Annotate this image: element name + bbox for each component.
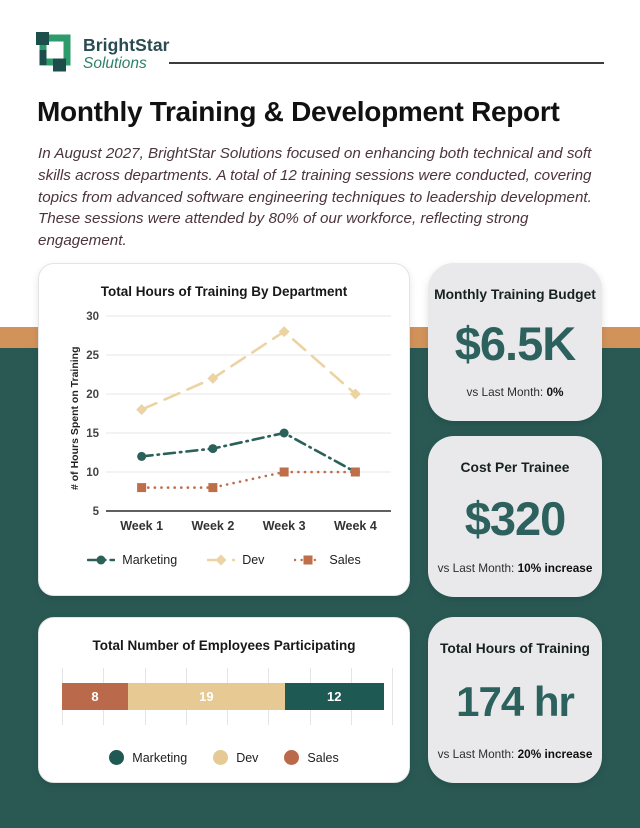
kpi-subtext: vs Last Month: 0%: [466, 385, 563, 399]
svg-text:Week 3: Week 3: [263, 519, 306, 533]
line-chart-area: # of Hours Spent on Training 5 10 15 20 25 30…: [39, 308, 411, 546]
svg-text:10: 10: [86, 467, 99, 479]
kpi-sub-prefix: vs Last Month:: [437, 561, 518, 575]
line-chart-legend: Marketing Dev Sales: [39, 553, 409, 567]
kpi-card-cost-per-trainee: Cost Per Trainee $320 vs Last Month: 10%…: [428, 436, 602, 597]
kpi-sub-bold: 0%: [546, 385, 564, 399]
legend-dot-icon: [213, 750, 229, 765]
kpi-title: Monthly Training Budget: [434, 287, 596, 302]
legend-item-sales: Sales: [284, 750, 339, 765]
kpi-sub-prefix: vs Last Month:: [437, 747, 518, 761]
line-chart-svg: 5 10 15 20 25 30 Week 1 Week 2 Week 3 Week 4: [86, 311, 391, 533]
legend-item-marketing: Marketing: [109, 750, 187, 765]
kpi-value: $320: [464, 491, 567, 545]
page-title: Monthly Training & Development Report: [37, 96, 560, 127]
intro-line: topics from advanced software engineerin…: [38, 188, 592, 206]
stacked-bar: 8 19 12: [62, 683, 384, 710]
bar-chart-title: Total Number of Employees Participating: [92, 638, 356, 653]
svg-text:20: 20: [86, 389, 99, 401]
kpi-card-total-hours: Total Hours of Training 174 hr vs Last M…: [428, 617, 602, 783]
bar-chart-legend: Marketing Dev Sales: [39, 750, 409, 765]
legend-label: Sales: [307, 750, 339, 765]
legend-marker-icon: [207, 554, 236, 566]
intro-line: In August 2027, BrightStar Solutions foc…: [38, 145, 592, 162]
bar-chart-card: Total Number of Employees Participating …: [38, 617, 410, 783]
y-axis-label: # of Hours Spent on Training: [69, 346, 81, 490]
brand-subname: Solutions: [83, 55, 147, 72]
legend-item-sales: Sales: [294, 553, 361, 567]
brightstar-logo-icon: [36, 32, 71, 72]
bar-segment-marketing: 12: [284, 683, 384, 710]
legend-marker-icon: [294, 555, 323, 565]
svg-text:25: 25: [86, 350, 99, 362]
brand-name: BrightStar: [83, 35, 170, 55]
svg-text:Week 2: Week 2: [191, 519, 234, 533]
stacked-bar-plot: 8 19 12: [62, 668, 393, 725]
legend-item-dev: Dev: [207, 553, 264, 567]
svg-text:30: 30: [86, 311, 99, 323]
bar-segment-sales: 8: [62, 683, 128, 710]
brand-logo-block: BrightStar Solutions: [36, 32, 170, 73]
line-chart-title: Total Hours of Training By Department: [100, 284, 348, 299]
legend-label: Marketing: [132, 750, 188, 765]
legend-label: Sales: [329, 553, 361, 567]
kpi-sub-bold: 10% increase: [517, 561, 593, 575]
kpi-title: Total Hours of Training: [440, 641, 590, 656]
brand-text: BrightStar Solutions: [83, 32, 170, 73]
legend-marker-icon: [87, 555, 116, 565]
legend-dot-icon: [109, 750, 125, 765]
legend-item-dev: Dev: [213, 750, 258, 765]
kpi-sub-bold: 20% increase: [517, 747, 593, 761]
header-divider: [169, 62, 604, 64]
bar-segment-dev: 19: [128, 683, 285, 710]
kpi-value: 174 hr: [456, 677, 575, 725]
svg-text:5: 5: [93, 506, 100, 518]
bar-gridline: [392, 668, 393, 725]
kpi-subtext: vs Last Month: 10% increase: [438, 561, 593, 575]
kpi-title: Cost Per Trainee: [460, 460, 570, 475]
legend-label: Marketing: [122, 553, 178, 567]
line-chart-card: Total Hours of Training By Department # …: [38, 263, 410, 596]
intro-paragraph: In August 2027, BrightStar Solutions foc…: [38, 143, 618, 252]
svg-text:Week 4: Week 4: [334, 519, 377, 533]
legend-dot-icon: [284, 750, 300, 765]
kpi-sub-prefix: vs Last Month:: [466, 385, 547, 399]
svg-text:Week 1: Week 1: [120, 519, 163, 533]
legend-label: Dev: [242, 553, 265, 567]
legend-label: Dev: [236, 750, 259, 765]
svg-text:15: 15: [86, 428, 99, 440]
intro-line: skills across departments. A total of 12…: [38, 166, 592, 184]
intro-line: These sessions were attended by 80% of o…: [38, 210, 529, 250]
kpi-value: $6.5K: [454, 317, 576, 370]
kpi-card-budget: Monthly Training Budget $6.5K vs Last Mo…: [428, 263, 602, 421]
legend-item-marketing: Marketing: [87, 553, 177, 567]
kpi-subtext: vs Last Month: 20% increase: [438, 747, 593, 761]
